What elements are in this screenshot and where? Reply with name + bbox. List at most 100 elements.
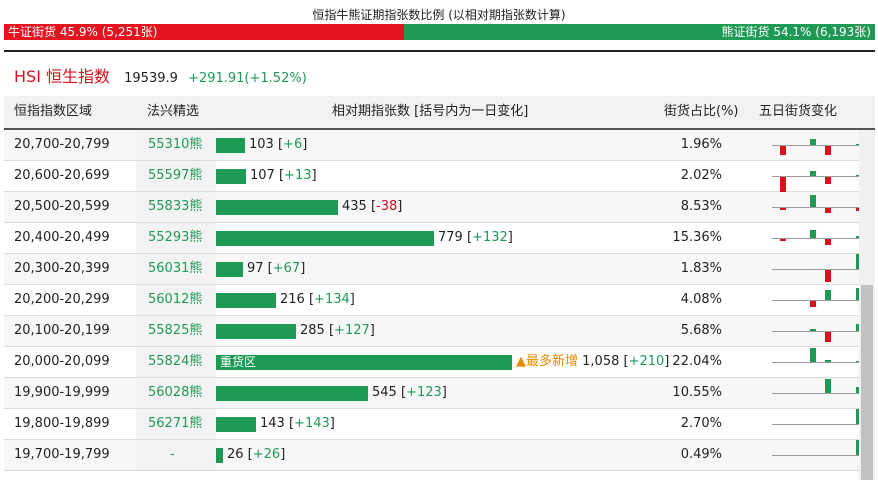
sparkline-decrease-bar	[825, 332, 831, 342]
range-cell: 19,700-19,799	[14, 447, 110, 462]
header-pct: 街货占比(%)	[664, 104, 739, 119]
warrant-code-link[interactable]: 55824熊	[136, 347, 216, 377]
bull-segment: 牛证街货 45.9% (5,251张)	[4, 24, 404, 40]
share-pct: 15.36%	[672, 230, 722, 245]
warrant-code-link[interactable]: 56031熊	[136, 254, 216, 284]
range-cell: 20,100-20,199	[14, 323, 110, 338]
contracts-value: 545 [+123]	[372, 385, 447, 400]
contracts-value: 435 [-38]	[342, 199, 403, 214]
heavy-zone-label: 重货区	[220, 355, 257, 369]
index-name: HSI 恒生指数	[14, 67, 110, 86]
contracts-bar	[216, 169, 246, 184]
sparkline-axis	[772, 207, 862, 208]
bear-segment: 熊证街货 54.1% (6,193张)	[403, 24, 875, 40]
table-row: 19,900-19,999 56028熊 545 [+123] 10.55%	[4, 378, 862, 409]
table-row: 20,400-20,499 55293熊 779 [+132] 15.36%	[4, 223, 862, 254]
share-pct: 8.53%	[680, 199, 722, 214]
contracts-value: 103 [+6]	[249, 137, 308, 152]
contracts-value: 779 [+132]	[438, 230, 513, 245]
scrollbar[interactable]	[859, 130, 875, 480]
sparkline-increase-bar	[810, 348, 816, 362]
table-row: 20,700-20,799 55310熊 103 [+6] 1.96%	[4, 130, 862, 161]
sparkline-axis	[772, 176, 862, 177]
distribution-table: 恒指指数区域 法兴精选 相对期指张数 [括号内为一日变化] 街货占比(%) 五日…	[4, 96, 875, 480]
contracts-value: 97 [+67]	[247, 261, 306, 276]
contracts-value: 216 [+134]	[280, 292, 355, 307]
sparkline-decrease-bar	[780, 208, 786, 210]
warrant-code-link: -	[136, 440, 216, 470]
sparkline-decrease-bar	[825, 177, 831, 184]
warrant-code-link[interactable]: 55293熊	[136, 223, 216, 253]
sparkline-increase-bar	[810, 230, 816, 238]
sparkline-decrease-bar	[810, 301, 816, 307]
warrant-code-link[interactable]: 56012熊	[136, 285, 216, 315]
table-row: 20,600-20,699 55597熊 107 [+13] 2.02%	[4, 161, 862, 193]
contracts-bar	[216, 231, 434, 246]
contracts-bar	[216, 448, 223, 463]
five-day-sparkline	[772, 254, 862, 284]
range-cell: 20,300-20,399	[14, 261, 110, 276]
contracts-bar	[216, 293, 276, 308]
contracts-number: 779	[438, 230, 463, 245]
share-pct: 1.83%	[680, 261, 722, 276]
warrant-code-link[interactable]: 56271熊	[136, 409, 216, 439]
sparkline-increase-bar	[810, 195, 816, 207]
daily-change: +123	[406, 385, 442, 400]
sparkline-increase-bar	[825, 360, 831, 362]
header-range: 恒指指数区域	[14, 104, 93, 119]
sparkline-increase-bar	[810, 329, 816, 331]
sparkline-axis	[772, 269, 862, 270]
five-day-sparkline	[772, 161, 862, 193]
sparkline-increase-bar	[825, 290, 831, 300]
contracts-number: 26	[227, 447, 244, 462]
share-pct: 1.96%	[680, 137, 722, 152]
five-day-sparkline	[772, 130, 862, 160]
warrant-code-link[interactable]: 55310熊	[136, 130, 216, 160]
header-pick: 法兴精选	[147, 104, 200, 119]
daily-change: +210	[628, 354, 665, 369]
scrollbar-thumb[interactable]	[861, 285, 873, 480]
range-cell: 20,200-20,299	[14, 292, 110, 307]
warrant-code-link[interactable]: 55597熊	[136, 161, 216, 191]
table-row: 20,300-20,399 56031熊 97 [+67] 1.83%	[4, 254, 862, 285]
share-pct: 2.02%	[680, 168, 722, 183]
contracts-value: 285 [+127]	[300, 323, 375, 338]
daily-change: +67	[272, 261, 301, 276]
sparkline-decrease-bar	[825, 208, 831, 213]
share-pct: 0.49%	[680, 447, 722, 462]
contracts-bar	[216, 417, 256, 432]
contracts-number: 107	[250, 168, 275, 183]
header-contracts: 相对期指张数 [括号内为一日变化]	[332, 104, 529, 119]
table-body: 20,700-20,799 55310熊 103 [+6] 1.96% 20,600-2…	[4, 130, 862, 471]
five-day-sparkline	[772, 192, 862, 222]
sparkline-increase-bar	[825, 379, 831, 393]
contracts-number: 285	[300, 323, 325, 338]
daily-change: +6	[283, 137, 303, 152]
share-pct: 22.04%	[672, 354, 722, 369]
share-pct: 5.68%	[680, 323, 722, 338]
share-pct: 4.08%	[680, 292, 722, 307]
daily-change: +26	[252, 447, 281, 462]
contracts-number: 1,058	[582, 354, 620, 369]
bull-bear-ratio-bar: 牛证街货 45.9% (5,251张) 熊证街货 54.1% (6,193张)	[4, 24, 875, 40]
table-row: 20,000-20,099 55824熊 重货区 ▲最多新增 1,058 [+210]…	[4, 347, 862, 378]
daily-change: +127	[334, 323, 370, 338]
warrant-code-link[interactable]: 55825熊	[136, 316, 216, 346]
five-day-sparkline	[772, 440, 862, 470]
daily-change: +132	[472, 230, 508, 245]
sparkline-axis	[772, 331, 862, 332]
sparkline-axis	[772, 424, 862, 425]
divider	[4, 50, 875, 52]
contracts-bar	[216, 262, 243, 277]
contracts-number: 97	[247, 261, 264, 276]
index-change: +291.91(+1.52%)	[188, 71, 307, 86]
sparkline-increase-bar	[810, 171, 816, 176]
contracts-bar	[216, 355, 512, 370]
warrant-code-link[interactable]: 56028熊	[136, 378, 216, 408]
warrant-code-link[interactable]: 55833熊	[136, 192, 216, 222]
contracts-number: 435	[342, 199, 367, 214]
sparkline-axis	[772, 300, 862, 301]
range-cell: 20,000-20,099	[14, 354, 110, 369]
daily-change: +134	[314, 292, 350, 307]
contracts-value: 26 [+26]	[227, 447, 286, 462]
